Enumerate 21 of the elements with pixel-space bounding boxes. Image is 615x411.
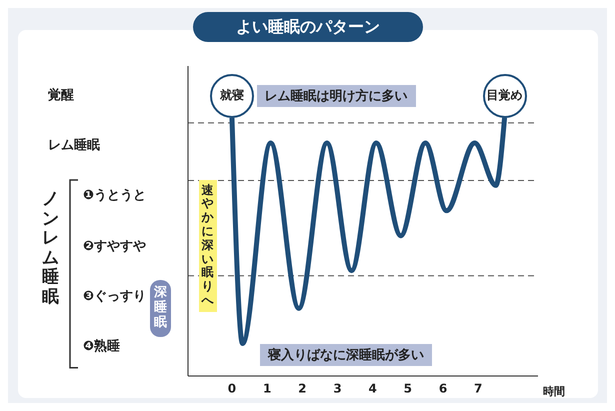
x-tick-label: 6 (438, 382, 448, 396)
text: ノンレム睡眠 (42, 189, 59, 308)
x-tick-label: 5 (404, 382, 412, 396)
x-tick-label: 7 (474, 382, 482, 396)
annotation: 寝入りばなに深睡眠が多い (260, 344, 432, 366)
category-label: 覚醒 (48, 88, 74, 104)
x-tick-label: 3 (333, 382, 342, 396)
category-label: ❶うとうと (83, 188, 146, 204)
x-tick-label: 0 (228, 382, 236, 396)
x-tick-label: 4 (368, 382, 377, 396)
category-label: ❹熟睡 (83, 338, 120, 354)
category-label: ❸ぐっすり (83, 288, 146, 304)
text: レム睡眠は明け方に多い (256, 84, 416, 107)
x-tick-label: 1 (262, 382, 272, 396)
x-tick-label: 2 (298, 382, 306, 396)
chart-title: よい睡眠のパターン (193, 12, 423, 42)
category-label: ❷すやすや (83, 238, 146, 254)
text: 深睡眠 (154, 285, 167, 332)
text: 速やかに深い眠りへ (202, 182, 214, 308)
x-axis-title: 時間 (543, 384, 565, 399)
category-label: レム睡眠 (48, 138, 100, 154)
